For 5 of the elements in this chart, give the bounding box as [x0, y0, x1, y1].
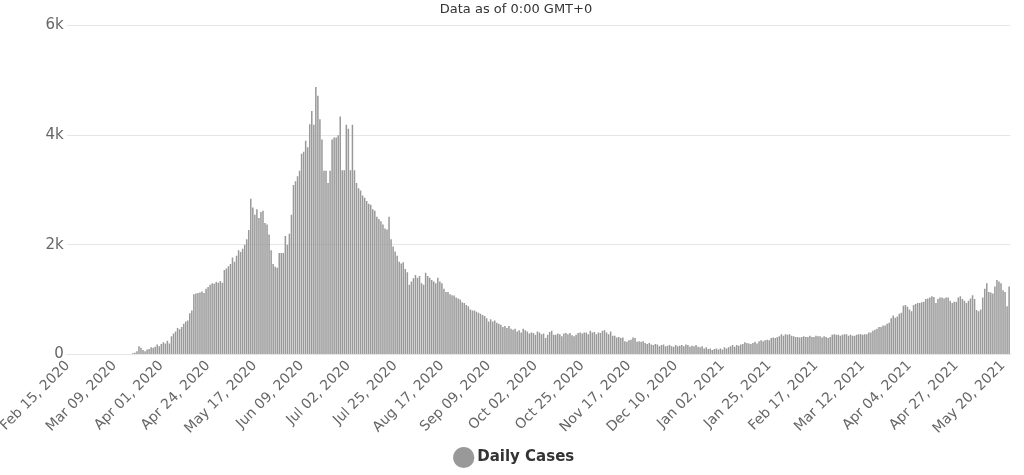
- chart-title: Data as of 0:00 GMT+0: [439, 1, 593, 17]
- y-tick-label: 4k: [45, 125, 65, 144]
- y-tick-label: 2k: [45, 234, 65, 253]
- y-tick-label: 6k: [45, 15, 65, 34]
- legend-label: Daily Cases: [477, 447, 575, 466]
